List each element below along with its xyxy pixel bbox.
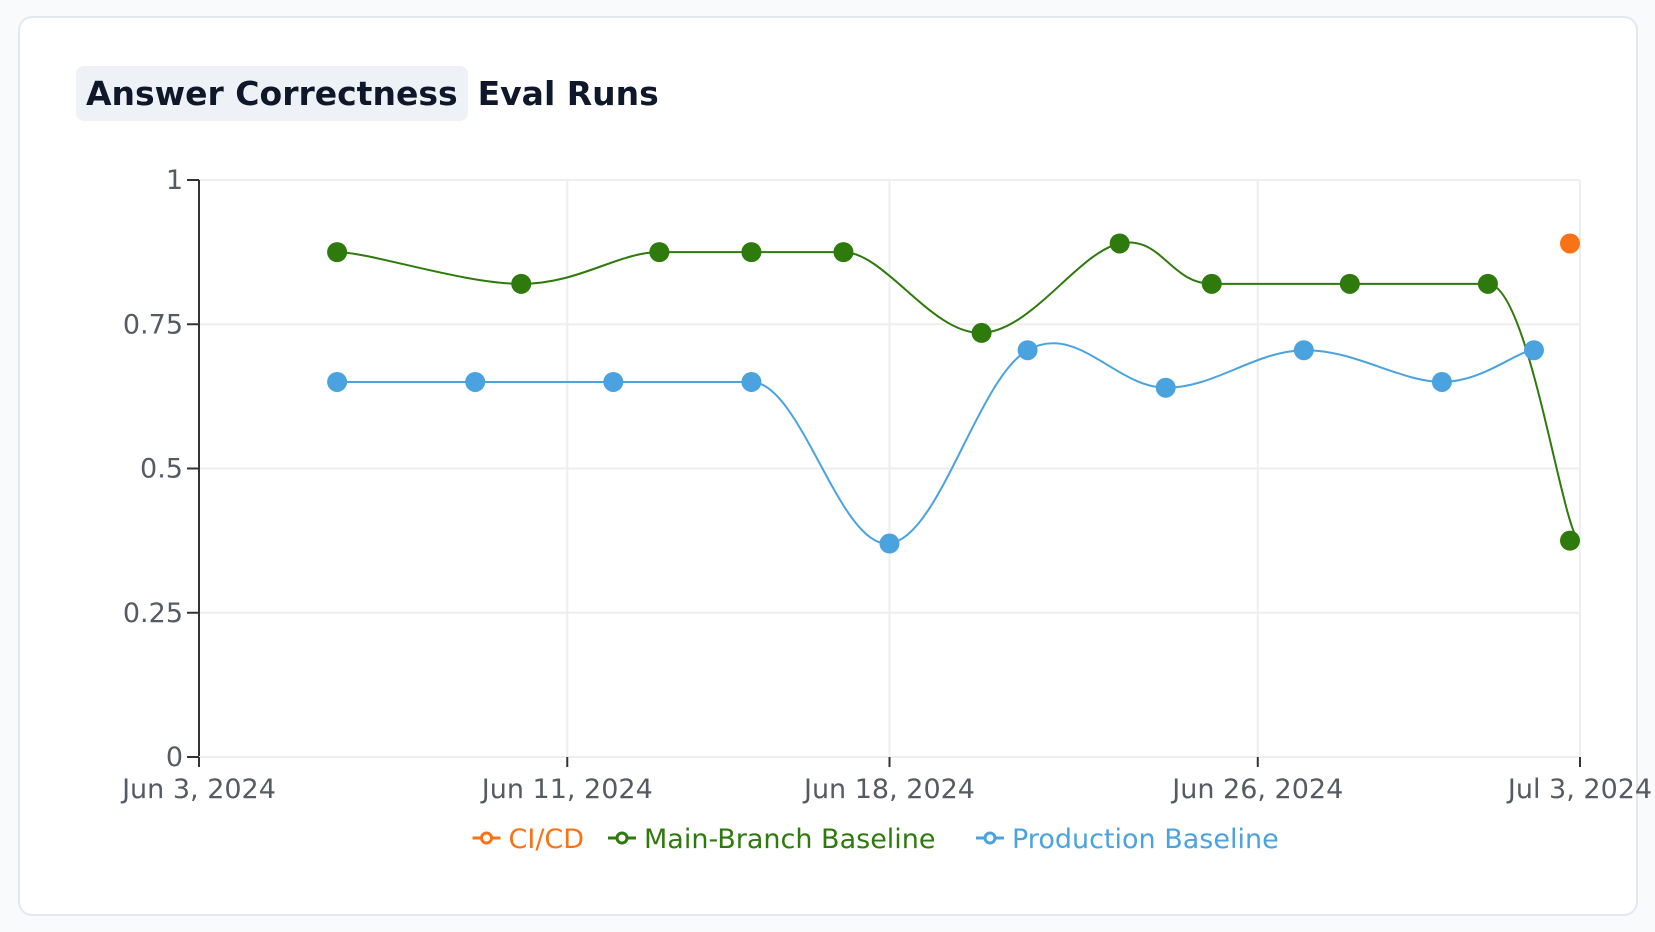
metric-selector[interactable]: Answer Correctness (76, 66, 468, 121)
data-point (1560, 233, 1580, 254)
data-point (833, 242, 854, 263)
legend-marker-icon (615, 831, 629, 845)
legend-item[interactable]: Production Baseline (976, 824, 1279, 855)
data-point (741, 242, 762, 263)
x-tick-label: Jul 3, 2024 (1506, 774, 1652, 805)
y-tick-label: 0.25 (123, 598, 183, 629)
x-tick-label: Jun 3, 2024 (120, 774, 276, 805)
data-point (1477, 273, 1498, 294)
data-point (649, 242, 670, 263)
y-tick-label: 0.5 (140, 454, 183, 485)
data-point (741, 371, 762, 392)
legend-marker-icon (480, 831, 493, 845)
data-point (1155, 377, 1176, 398)
chart-card: Answer Correctness Eval Runs (18, 16, 1638, 916)
legend-label: Production Baseline (1012, 824, 1279, 855)
data-point (1017, 340, 1038, 361)
y-tick-label: 0.75 (123, 309, 183, 340)
data-point (1293, 340, 1314, 361)
series-line (337, 241, 1581, 542)
data-point (1523, 340, 1544, 361)
series-line (337, 342, 1535, 545)
x-tick-label: Jun 11, 2024 (480, 774, 653, 805)
data-point (327, 242, 348, 263)
legend-label: CI/CD (509, 824, 585, 855)
data-point (327, 371, 348, 392)
data-point (1109, 233, 1130, 254)
card-header: Answer Correctness Eval Runs (76, 66, 659, 121)
y-tick-label: 0 (166, 742, 183, 773)
legend-marker-icon (983, 831, 997, 845)
data-point (971, 322, 992, 343)
data-point (465, 371, 486, 392)
legend-item[interactable]: Main-Branch Baseline (608, 824, 936, 855)
data-point (511, 273, 532, 294)
legend-item[interactable]: CI/CD (472, 824, 585, 855)
data-point (1339, 273, 1360, 294)
card-title: Eval Runs (477, 74, 659, 113)
x-tick-label: Jun 18, 2024 (802, 774, 975, 805)
data-point (1431, 371, 1452, 392)
x-tick-label: Jun 26, 2024 (1170, 774, 1343, 805)
data-point (603, 371, 624, 392)
y-tick-label: 1 (166, 165, 183, 196)
data-point (1560, 530, 1580, 551)
legend-label: Main-Branch Baseline (644, 824, 936, 855)
data-point (879, 533, 900, 554)
data-point (1201, 273, 1222, 294)
